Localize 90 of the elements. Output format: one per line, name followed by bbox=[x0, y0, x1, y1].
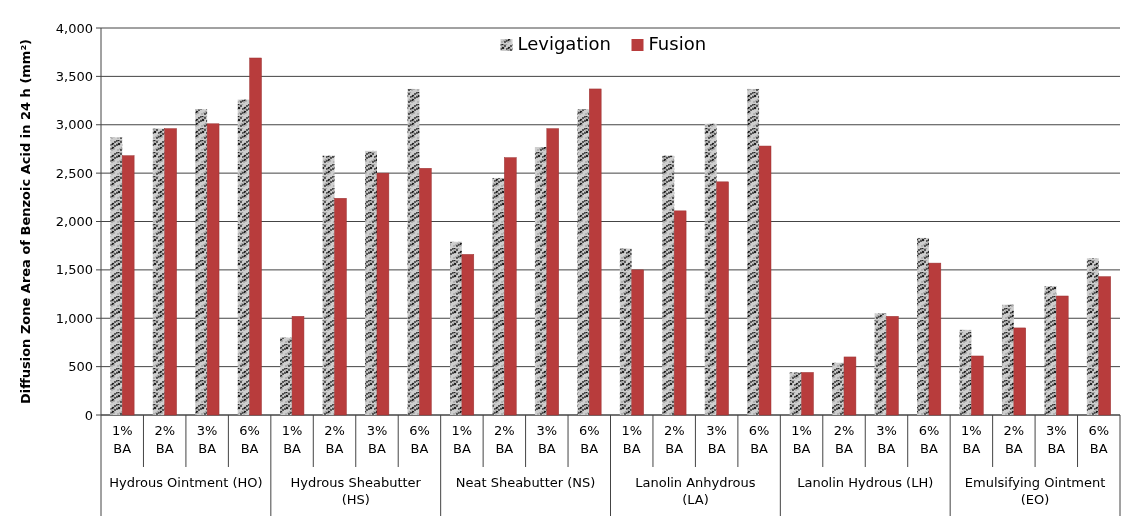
y-tick-label: 500 bbox=[68, 359, 93, 375]
x-tick-label: 2% BA bbox=[663, 423, 685, 456]
text: Neat Sheabutter (NS) bbox=[455, 475, 596, 490]
y-axis-title: Diffusion Zone Area of Benzoic Acid in 24 h (mm²) bbox=[18, 38, 33, 405]
y-tick-label: 4,000 bbox=[55, 20, 93, 36]
x-tick-label: 3% BA bbox=[366, 423, 388, 456]
bar bbox=[577, 109, 590, 415]
x-tick-label: 3% BA bbox=[196, 423, 218, 456]
bar bbox=[334, 198, 347, 416]
x-tick-label: 1% BA bbox=[281, 423, 303, 456]
x-tick-label: 1% BA bbox=[791, 423, 812, 456]
x-tick-label: 6% BA bbox=[748, 423, 770, 456]
x-tick-label: 1% BA bbox=[451, 423, 473, 456]
bar bbox=[747, 88, 760, 415]
bar bbox=[504, 157, 517, 416]
bar bbox=[631, 269, 644, 416]
x-tick-label: 1% BA bbox=[621, 423, 643, 456]
bar bbox=[704, 123, 717, 415]
bar bbox=[419, 168, 432, 416]
bar bbox=[843, 356, 857, 416]
bar bbox=[619, 248, 632, 415]
bar bbox=[1044, 286, 1057, 415]
bar bbox=[928, 262, 942, 416]
bar bbox=[195, 109, 208, 415]
bar bbox=[589, 88, 602, 416]
bar bbox=[534, 147, 547, 415]
bar bbox=[546, 128, 559, 416]
y-tick-label: 1,000 bbox=[55, 310, 93, 326]
x-tick-label: 2% BA bbox=[1003, 423, 1025, 456]
bar bbox=[886, 316, 899, 416]
bar bbox=[206, 123, 220, 416]
x-tick-label: 2% BA bbox=[494, 423, 515, 456]
bar bbox=[322, 155, 335, 415]
y-tick-label: 1,500 bbox=[55, 262, 93, 278]
bar bbox=[280, 337, 293, 415]
x-tick-label: 2% BA bbox=[154, 423, 175, 456]
x-tick-label: 6% BA bbox=[918, 423, 940, 456]
bar bbox=[461, 254, 475, 416]
legend-label: Fusion bbox=[648, 33, 707, 54]
bar bbox=[291, 316, 305, 416]
bar bbox=[407, 88, 420, 415]
bar bbox=[801, 372, 814, 416]
x-tick-label: 3% BA bbox=[876, 423, 897, 456]
bar bbox=[365, 150, 377, 415]
y-tick-label: 0 bbox=[84, 407, 93, 423]
bar bbox=[716, 181, 729, 416]
text: Lanolin Hydrous (LH) bbox=[797, 475, 934, 490]
x-tick-label: 3% BA bbox=[706, 423, 727, 456]
bar bbox=[874, 313, 887, 415]
y-tick-label: 2,500 bbox=[55, 165, 93, 181]
text: Hydrous Sheabutter (HS) bbox=[290, 475, 422, 507]
bar bbox=[673, 210, 687, 416]
text: Lanolin Anhydrous (LA) bbox=[635, 475, 756, 507]
bar bbox=[1086, 258, 1099, 415]
bar bbox=[758, 145, 772, 416]
x-tick-label: 6% BA bbox=[1088, 423, 1110, 456]
bar bbox=[376, 172, 390, 416]
bar bbox=[237, 99, 250, 415]
bar bbox=[1013, 327, 1026, 416]
x-tick-label: 6% BA bbox=[239, 423, 260, 456]
y-tick-label: 3,000 bbox=[55, 117, 93, 133]
x-tick-label: 1% BA bbox=[961, 423, 982, 456]
bar bbox=[1056, 295, 1069, 416]
bar bbox=[450, 241, 462, 415]
text: Emulsifying Ointment (EO) bbox=[964, 475, 1106, 507]
y-tick-label: 2,000 bbox=[55, 214, 93, 230]
bar bbox=[1098, 276, 1111, 416]
bar bbox=[492, 177, 505, 415]
bar bbox=[110, 137, 123, 415]
bar bbox=[152, 128, 165, 415]
y-tick-label: 3,500 bbox=[55, 68, 93, 84]
x-tick-label: 3% BA bbox=[536, 423, 558, 456]
x-tick-label: 6% BA bbox=[409, 423, 430, 456]
bar bbox=[249, 57, 262, 416]
legend-label: Levigation bbox=[517, 33, 611, 54]
x-tick-label: 2% BA bbox=[833, 423, 855, 456]
bar bbox=[1001, 304, 1014, 415]
x-tick-label: 1% BA bbox=[111, 423, 133, 456]
x-tick-label: 2% BA bbox=[324, 423, 345, 456]
bar bbox=[971, 355, 984, 416]
bar bbox=[789, 372, 802, 415]
bar bbox=[832, 362, 845, 415]
bar bbox=[662, 155, 675, 415]
x-tick-label: 3% BA bbox=[1046, 423, 1067, 456]
bar bbox=[121, 155, 135, 416]
text: Hydrous Ointment (HO) bbox=[109, 475, 263, 490]
bar bbox=[164, 128, 177, 416]
bar bbox=[959, 329, 972, 415]
bar bbox=[917, 237, 929, 415]
x-tick-label: 6% BA bbox=[578, 423, 600, 456]
